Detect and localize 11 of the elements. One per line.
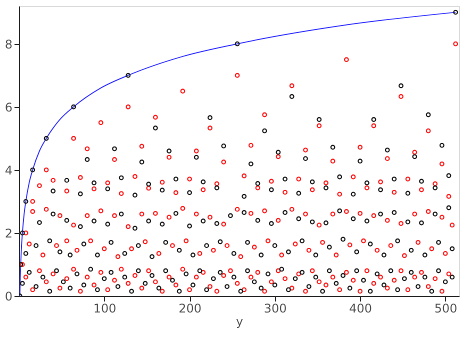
x-axis-title: y: [236, 314, 244, 328]
x-tick-label: 500: [434, 302, 458, 316]
y-tick-label: 8: [4, 37, 12, 52]
y-tick-label: 6: [4, 100, 12, 114]
y-tick-label: 0: [4, 290, 12, 304]
y-tick-label: 2: [4, 226, 12, 240]
x-tick-label: 300: [264, 302, 287, 316]
x-tick-label: 100: [93, 302, 116, 316]
x-tick-label: 400: [349, 302, 372, 316]
y-tick-label: 4: [4, 163, 12, 178]
x-tick-label: 200: [178, 302, 202, 316]
